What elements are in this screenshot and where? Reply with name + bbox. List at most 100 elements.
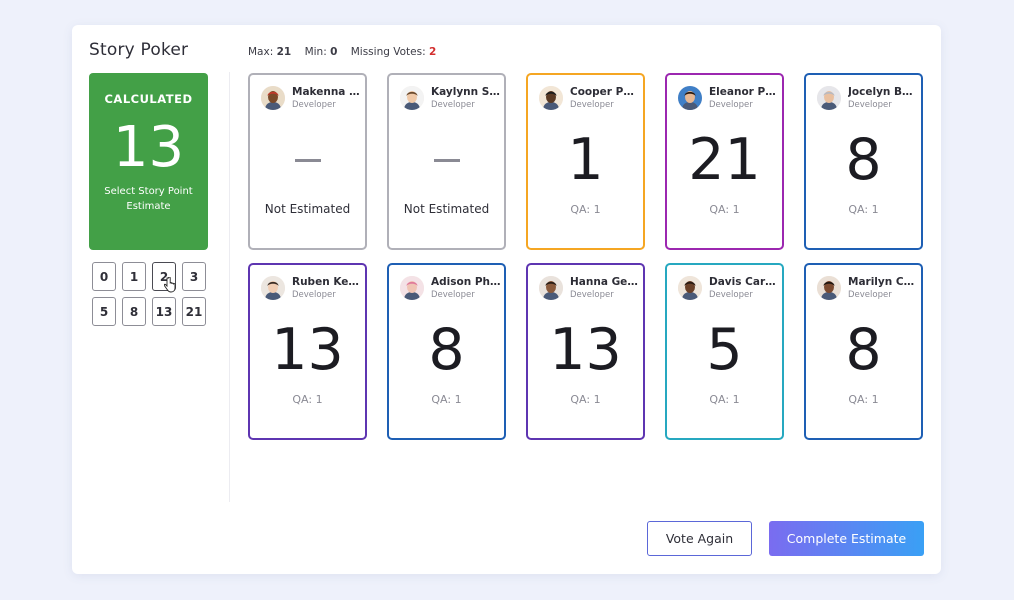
voter-name: Jocelyn Be...	[848, 86, 918, 98]
vote-value: 8	[428, 317, 465, 383]
min-label: Min:	[304, 46, 327, 58]
avatar	[678, 276, 702, 300]
calculated-estimate-card: CALCULATED 13 Select Story Point Estimat…	[89, 73, 208, 250]
voter-header: Jocelyn Be... Developer	[817, 86, 918, 111]
voter-role: Developer	[709, 290, 753, 300]
voter-card[interactable]: Kaylynn St... Developer Not Estimated	[387, 73, 506, 250]
calculated-label: CALCULATED	[104, 92, 193, 106]
voter-role: Developer	[431, 290, 475, 300]
avatar	[261, 86, 285, 110]
vote-value: 8	[845, 127, 882, 193]
voter-role: Developer	[292, 100, 336, 110]
qa-label: QA: 1	[709, 393, 740, 406]
story-point-option-label: 0	[99, 269, 109, 284]
qa-label: QA: 1	[570, 393, 601, 406]
voter-name: Eleanor Pen...	[709, 86, 779, 98]
voter-role: Developer	[431, 100, 475, 110]
voter-card[interactable]: Ruben Ken... Developer 13 QA: 1	[248, 263, 367, 440]
divider	[229, 72, 230, 502]
story-point-option[interactable]: 21	[182, 297, 206, 326]
voter-header: Marilyn Cul... Developer	[817, 276, 918, 301]
voter-role: Developer	[292, 290, 336, 300]
complete-estimate-button[interactable]: Complete Estimate	[769, 521, 924, 556]
vote-value: 8	[845, 317, 882, 383]
story-point-options: 0 1 2 3 5 8 13 21	[92, 262, 206, 326]
voter-header: Adison Phili... Developer	[400, 276, 501, 301]
story-point-option[interactable]: 8	[122, 297, 146, 326]
no-vote-dash	[295, 159, 321, 162]
avatar	[678, 86, 702, 110]
max-label: Max:	[248, 46, 274, 58]
avatar	[261, 276, 285, 300]
missing-votes-label: Missing Votes:	[350, 46, 426, 58]
story-point-option-label: 3	[189, 269, 199, 284]
vote-value: 5	[706, 317, 743, 383]
story-poker-panel: Story Poker Max: 21 Min: 0 Missing Votes…	[72, 25, 941, 574]
avatar	[400, 86, 424, 110]
voter-name: Kaylynn St...	[431, 86, 501, 98]
story-point-option[interactable]: 5	[92, 297, 116, 326]
voter-role: Developer	[570, 100, 614, 110]
voter-role: Developer	[848, 290, 892, 300]
story-point-option[interactable]: 13	[152, 297, 176, 326]
voter-card[interactable]: Makenna S... Developer Not Estimated	[248, 73, 367, 250]
voter-name: Adison Phili...	[431, 276, 501, 288]
story-point-option-label: 1	[129, 269, 139, 284]
voter-card[interactable]: Jocelyn Be... Developer 8 QA: 1	[804, 73, 923, 250]
story-point-option-label: 13	[155, 304, 173, 319]
qa-label: QA: 1	[848, 393, 879, 406]
no-vote-dash	[434, 159, 460, 162]
vote-value: 13	[549, 317, 622, 383]
pointer-cursor-icon	[163, 276, 176, 293]
story-point-option[interactable]: 3	[182, 262, 206, 291]
missing-votes-value: 2	[428, 46, 437, 58]
not-estimated-label: Not Estimated	[264, 202, 351, 216]
avatar	[400, 276, 424, 300]
voter-header: Ruben Ken... Developer	[261, 276, 362, 301]
avatar	[539, 86, 563, 110]
voter-role: Developer	[848, 100, 892, 110]
vote-stats: Max: 21 Min: 0 Missing Votes: 2	[248, 46, 436, 58]
qa-label: QA: 1	[570, 203, 601, 216]
voter-cards-grid: Makenna S... Developer Not Estimated Kaylyn…	[248, 73, 923, 440]
vote-again-button[interactable]: Vote Again	[647, 521, 752, 556]
story-point-option-label: 8	[129, 304, 139, 319]
voter-name: Makenna S...	[292, 86, 362, 98]
voter-card[interactable]: Davis Card... Developer 5 QA: 1	[665, 263, 784, 440]
voter-header: Hanna Geo... Developer	[539, 276, 640, 301]
story-point-option-label: 21	[185, 304, 203, 319]
voter-role: Developer	[709, 100, 753, 110]
voter-name: Ruben Ken...	[292, 276, 362, 288]
calculated-value: 13	[112, 115, 185, 180]
voter-card[interactable]: Cooper Phil... Developer 1 QA: 1	[526, 73, 645, 250]
qa-label: QA: 1	[709, 203, 740, 216]
vote-value: 21	[688, 127, 761, 193]
voter-card[interactable]: Adison Phili... Developer 8 QA: 1	[387, 263, 506, 440]
story-point-option-label: 5	[99, 304, 109, 319]
voter-name: Marilyn Cul...	[848, 276, 918, 288]
avatar	[817, 276, 841, 300]
voter-card[interactable]: Marilyn Cul... Developer 8 QA: 1	[804, 263, 923, 440]
voter-card[interactable]: Eleanor Pen... Developer 21 QA: 1	[665, 73, 784, 250]
qa-label: QA: 1	[431, 393, 462, 406]
voter-header: Cooper Phil... Developer	[539, 86, 640, 111]
voter-header: Eleanor Pen... Developer	[678, 86, 779, 111]
vote-value: 1	[567, 127, 604, 193]
qa-label: QA: 1	[292, 393, 323, 406]
voter-header: Kaylynn St... Developer	[400, 86, 501, 111]
max-value: 21	[276, 46, 292, 58]
story-point-option[interactable]: 2	[152, 262, 176, 293]
voter-header: Makenna S... Developer	[261, 86, 362, 111]
story-point-option-label: 2	[159, 269, 169, 284]
voter-name: Davis Card...	[709, 276, 779, 288]
page-title: Story Poker	[89, 40, 189, 60]
avatar	[539, 276, 563, 300]
qa-label: QA: 1	[848, 203, 879, 216]
voter-name: Hanna Geo...	[570, 276, 640, 288]
voter-card[interactable]: Hanna Geo... Developer 13 QA: 1	[526, 263, 645, 440]
voter-name: Cooper Phil...	[570, 86, 640, 98]
story-point-option[interactable]: 1	[122, 262, 146, 291]
avatar	[817, 86, 841, 110]
story-point-option[interactable]: 0	[92, 262, 116, 291]
calculated-caption: Select Story Point Estimate	[104, 186, 193, 212]
